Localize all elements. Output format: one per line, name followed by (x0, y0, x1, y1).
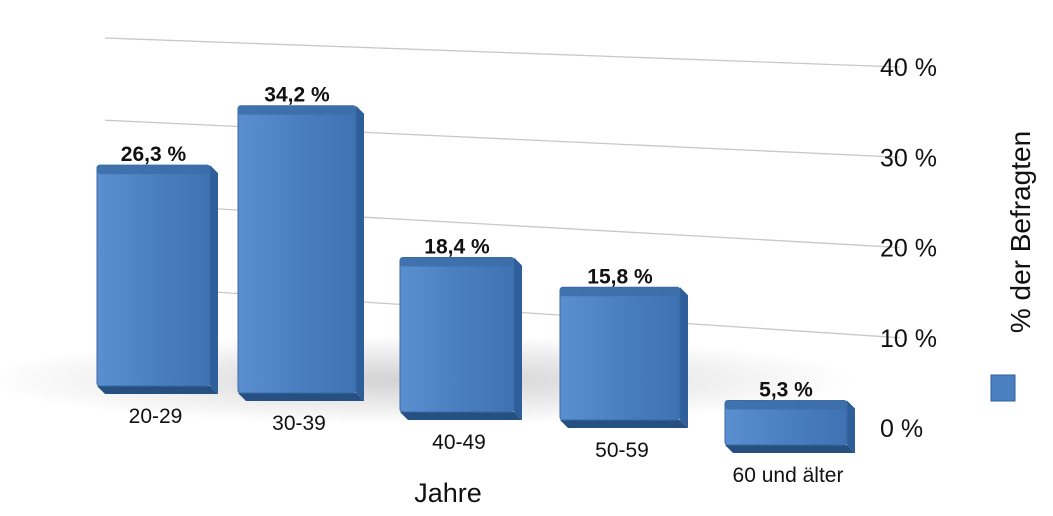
bar-side (680, 287, 688, 428)
gridline (104, 201, 901, 249)
bar-top (725, 400, 847, 410)
x-tick-label: 30-39 (272, 412, 326, 435)
bar-top (238, 105, 356, 115)
data-label: 5,3 % (759, 378, 813, 401)
x-tick-label: 40-49 (432, 431, 486, 454)
bar-bottom (725, 445, 855, 453)
y-tick-label: 0 % (880, 415, 923, 443)
x-axis-label: Jahre (414, 478, 482, 508)
x-tick-label: 20-29 (129, 405, 183, 428)
bar-front (96, 164, 211, 387)
bar-20-29 (96, 164, 218, 394)
y-axis-label: % der Befragten (1005, 131, 1036, 333)
bar-top (560, 287, 680, 297)
x-tick-label: 50-59 (595, 439, 649, 462)
y-tick-label: 40 % (880, 54, 937, 82)
bar-40-49 (399, 256, 522, 420)
x-tick-label: 60 und älter (733, 464, 844, 487)
bar-50-59 (559, 286, 688, 428)
bar-bottom (400, 412, 522, 420)
bar-side (847, 400, 855, 453)
bar-bottom (97, 386, 218, 394)
bar-bottom (560, 420, 688, 428)
bar-side (514, 257, 522, 420)
bar-front (399, 256, 515, 413)
data-label: 26,3 % (121, 143, 187, 166)
labels: 0 % 10 % 20 % 30 % 40 % 26,3 % 20-29 34,2 % 30-3… (121, 54, 937, 487)
y-tick-label: 20 % (880, 235, 937, 263)
data-label: 34,2 % (264, 84, 330, 107)
bar-side (356, 105, 364, 401)
gridline (104, 119, 901, 158)
bar-bottom (238, 393, 364, 401)
y-tick-label: 10 % (880, 325, 937, 353)
data-label: 18,4 % (424, 235, 490, 258)
bar-front (237, 105, 357, 394)
bar-top (400, 257, 514, 267)
data-label: 15,8 % (587, 265, 653, 288)
bar-top (97, 165, 210, 175)
bar-60 und älter (724, 399, 855, 453)
bars (96, 105, 855, 453)
bar-front (559, 286, 681, 421)
gridline (104, 37, 901, 68)
bar-side (210, 165, 218, 394)
bar-30-39 (237, 105, 364, 401)
y-tick-label: 30 % (880, 144, 937, 172)
legend-swatch (990, 374, 1016, 402)
